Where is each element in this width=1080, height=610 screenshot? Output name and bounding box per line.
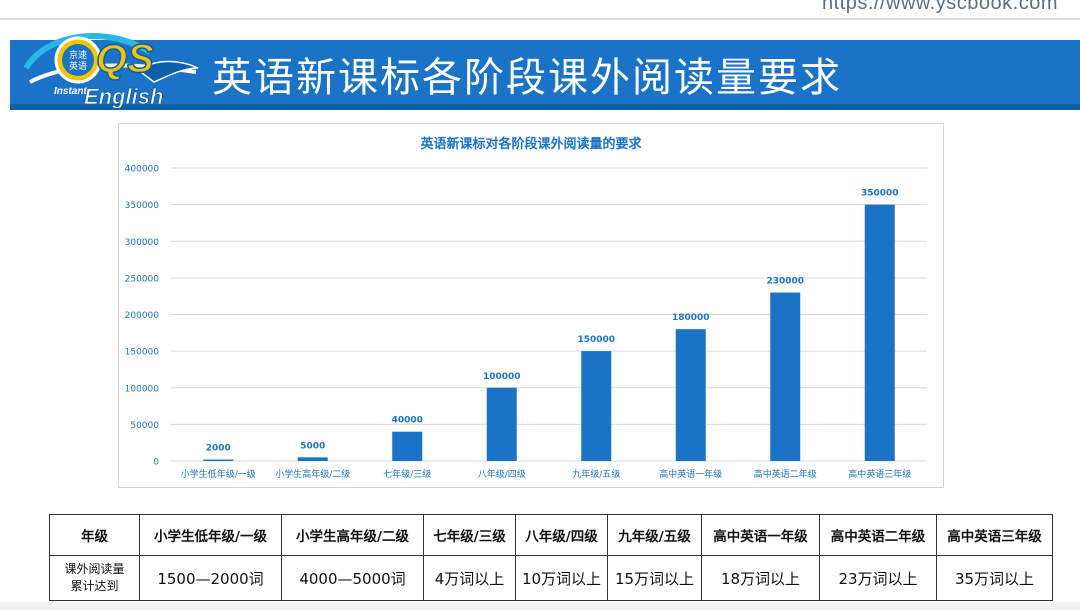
bar-value-label: 40000 (392, 416, 423, 426)
x-tick-label: 高中英语三年级 (848, 468, 911, 480)
y-tick-label: 250000 (125, 274, 160, 284)
table-value-cell: 4000—5000词 (281, 555, 424, 601)
bar-value-label: 180000 (672, 313, 710, 323)
table-header-row: 年级 小学生低年级/一级 小学生高年级/二级 七年级/三级 八年级/四级 九年级/五级 高中… (49, 514, 1053, 556)
logo-badge-bottom: 英语 (69, 60, 87, 72)
y-axis-ticks: 0 50000 100000 150000 200000 250000 300000 3500… (125, 165, 160, 468)
table-value-cell: 1500—2000词 (139, 555, 282, 601)
table-value-cell: 10万词以上 (515, 555, 608, 601)
x-tick-label: 七年级/三级 (383, 468, 431, 480)
table-header-cell: 八年级/四级 (515, 514, 608, 556)
y-tick-label: 200000 (125, 311, 160, 321)
bar (203, 459, 234, 461)
x-axis-ticks: 小学生低年级/一级 小学生高年级/二级 七年级/三级 八年级/四级 九年级/五级 高中英语… (181, 468, 912, 480)
page-title: 英语新课标各阶段课外阅读量要求 (212, 55, 842, 101)
bar (392, 431, 423, 461)
table-header-cell: 年级 (49, 514, 140, 556)
table-value-cell: 35万词以上 (936, 555, 1053, 601)
bar (675, 329, 706, 461)
row-label-line1: 课外阅读量 (64, 562, 125, 576)
x-tick-label: 小学生低年级/一级 (181, 468, 256, 480)
bar (297, 457, 328, 461)
y-tick-label: 0 (153, 458, 159, 468)
bars (203, 204, 895, 461)
table-header-cell: 高中英语一年级 (701, 514, 820, 556)
logo-badge-top: 京速 (69, 49, 87, 61)
y-tick-label: 300000 (125, 238, 160, 248)
table-header-cell: 高中英语二年级 (819, 514, 937, 556)
x-tick-label: 小学生高年级/二级 (275, 468, 350, 480)
chart-container: 英语新课标对各阶段课外阅读量的要求 0 50000 100000 150000 2000… (118, 123, 944, 488)
table-value-cell: 4万词以上 (423, 555, 516, 601)
y-tick-label: 150000 (125, 348, 160, 358)
bar-value-label: 5000 (300, 441, 325, 451)
top-divider (0, 18, 1080, 20)
bar-value-label: 350000 (861, 189, 899, 199)
table-value-cell: 15万词以上 (607, 555, 702, 601)
y-tick-label: 350000 (125, 201, 160, 211)
chart-title: 英语新课标对各阶段课外阅读量的要求 (419, 136, 642, 152)
url-text[interactable]: https://www.yscbook.com (821, 0, 1058, 14)
table-value-cell: 23万词以上 (819, 555, 937, 601)
x-tick-label: 九年级/五级 (572, 468, 620, 480)
title-bar (10, 40, 1080, 110)
reading-volume-table: 年级 小学生低年级/一级 小学生高年级/二级 七年级/三级 八年级/四级 九年级/五级 高中… (49, 514, 1053, 601)
logo-brand: English (84, 84, 163, 109)
title-bar-shade (10, 104, 1080, 110)
bar-chart: 英语新课标对各阶段课外阅读量的要求 0500001000001500002000… (125, 136, 927, 480)
table-header-cell: 小学生高年级/二级 (281, 514, 424, 556)
bar (581, 351, 612, 461)
bar (864, 204, 895, 461)
table-value-cell: 18万词以上 (701, 555, 820, 601)
y-tick-label: 400000 (125, 165, 160, 175)
x-tick-label: 高中英语一年级 (659, 468, 722, 480)
bar-value-label: 2000 (206, 444, 231, 454)
logo-letters: QS (96, 37, 154, 81)
logo-badge: 京速 英语 (54, 36, 102, 84)
gridlines (171, 167, 927, 462)
table-header-cell: 高中英语三年级 (936, 514, 1053, 556)
y-tick-label: 50000 (130, 421, 159, 431)
bar-value-label: 230000 (766, 277, 804, 287)
x-tick-label: 八年级/四级 (478, 468, 526, 480)
data-labels: 2000 5000 40000 100000 150000 180000 230000 350… (206, 189, 899, 454)
logo-brand-small: Instant (54, 86, 87, 97)
bar-value-label: 150000 (577, 335, 615, 345)
bar (486, 387, 517, 461)
x-tick-label: 高中英语二年级 (754, 468, 817, 480)
table-header-cell: 九年级/五级 (607, 514, 702, 556)
y-tick-label: 100000 (125, 384, 160, 394)
brand-logo: 京速 英语 QS Instant English (23, 33, 199, 109)
table-header-cell: 小学生低年级/一级 (139, 514, 282, 556)
row-label-line2: 累计达到 (70, 579, 119, 593)
table-header-cell: 七年级/三级 (423, 514, 516, 556)
reading-table-wrap: 年级 小学生低年级/一级 小学生高年级/二级 七年级/三级 八年级/四级 九年级/五级 高中… (49, 514, 1053, 601)
table-value-row: 课外阅读量 累计达到 1500—2000词 4000—5000词 4万词以上 10万词… (49, 555, 1053, 601)
bar-value-label: 100000 (483, 372, 521, 382)
bar (770, 292, 801, 461)
row-label-cell: 课外阅读量 累计达到 (49, 555, 140, 601)
bottom-strip (0, 602, 1080, 610)
